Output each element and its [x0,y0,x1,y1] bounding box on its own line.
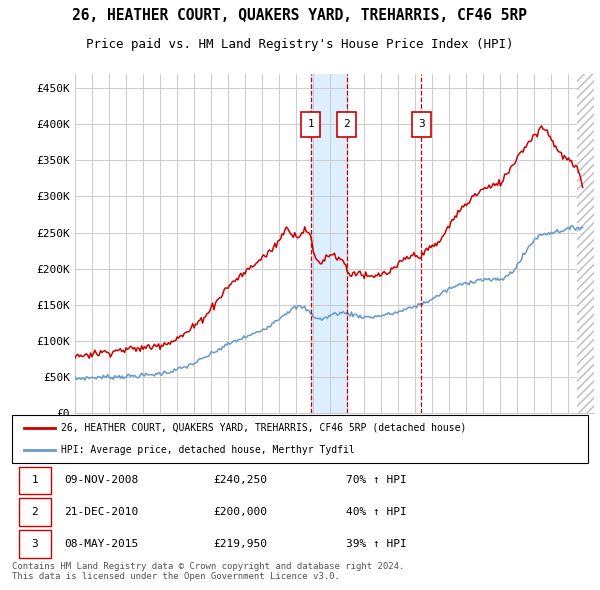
Text: 1: 1 [307,119,314,129]
FancyBboxPatch shape [19,530,50,558]
Text: 40% ↑ HPI: 40% ↑ HPI [346,507,407,517]
Text: £240,250: £240,250 [214,476,268,486]
Text: 3: 3 [418,119,425,129]
FancyBboxPatch shape [19,498,50,526]
FancyBboxPatch shape [412,112,431,136]
FancyBboxPatch shape [19,467,50,494]
Text: Contains HM Land Registry data © Crown copyright and database right 2024.
This d: Contains HM Land Registry data © Crown c… [12,562,404,581]
Text: 3: 3 [31,539,38,549]
Text: 2: 2 [343,119,350,129]
Text: £219,950: £219,950 [214,539,268,549]
Text: Price paid vs. HM Land Registry's House Price Index (HPI): Price paid vs. HM Land Registry's House … [86,38,514,51]
Polygon shape [577,74,594,413]
FancyBboxPatch shape [12,415,588,463]
Text: 1: 1 [31,476,38,486]
Text: 39% ↑ HPI: 39% ↑ HPI [346,539,407,549]
Text: HPI: Average price, detached house, Merthyr Tydfil: HPI: Average price, detached house, Mert… [61,445,355,455]
Text: 26, HEATHER COURT, QUAKERS YARD, TREHARRIS, CF46 5RP: 26, HEATHER COURT, QUAKERS YARD, TREHARR… [73,8,527,22]
Text: 26, HEATHER COURT, QUAKERS YARD, TREHARRIS, CF46 5RP (detached house): 26, HEATHER COURT, QUAKERS YARD, TREHARR… [61,423,466,433]
Text: 21-DEC-2010: 21-DEC-2010 [64,507,138,517]
Text: 2: 2 [31,507,38,517]
FancyBboxPatch shape [301,112,320,136]
Text: 70% ↑ HPI: 70% ↑ HPI [346,476,407,486]
FancyBboxPatch shape [337,112,356,136]
Text: 09-NOV-2008: 09-NOV-2008 [64,476,138,486]
Text: £200,000: £200,000 [214,507,268,517]
Text: 08-MAY-2015: 08-MAY-2015 [64,539,138,549]
Bar [311,74,347,413]
